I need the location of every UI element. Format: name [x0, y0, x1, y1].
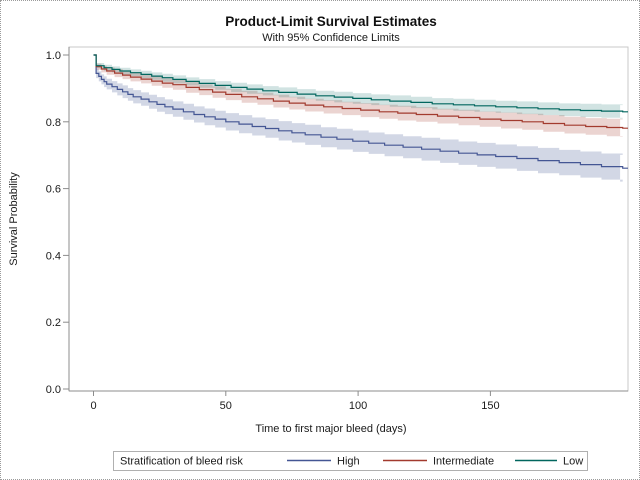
- y-tick-label: 0.4: [46, 250, 61, 262]
- survival-curve-high: [93, 54, 628, 169]
- y-tick-label: 1.0: [46, 50, 61, 62]
- ci-band-intermediate: [93, 55, 623, 137]
- legend-box: [113, 451, 588, 471]
- axis-ticks: 0.0 0.2 0.4 0.6 0.8 1.0 0 50 100 150: [46, 50, 500, 412]
- y-tick-label: 0.0: [46, 384, 61, 396]
- legend-label-intermediate: Intermediate: [433, 456, 494, 468]
- legend: Stratification of bleed risk High Interm…: [113, 451, 588, 471]
- y-axis-title: Survival Probability: [8, 172, 20, 266]
- y-tick-label: 0.6: [46, 184, 61, 196]
- x-tick-label: 50: [220, 400, 232, 412]
- ci-band-low: [93, 55, 623, 119]
- x-tick-label: 150: [481, 400, 499, 412]
- legend-label-high: High: [337, 456, 360, 468]
- survival-curve-low: [93, 54, 628, 113]
- x-axis-title: Time to first major bleed (days): [255, 423, 406, 435]
- survival-curves: [93, 54, 628, 169]
- chart-title: Product-Limit Survival Estimates: [225, 14, 437, 29]
- legend-label-low: Low: [563, 456, 583, 468]
- survival-curve-intermediate: [93, 54, 628, 129]
- x-tick-label: 100: [349, 400, 367, 412]
- ci-band-high: [93, 55, 623, 182]
- x-tick-label: 0: [90, 400, 96, 412]
- chart-subtitle: With 95% Confidence Limits: [262, 32, 400, 44]
- legend-title: Stratification of bleed risk: [120, 456, 243, 468]
- y-tick-label: 0.8: [46, 117, 61, 129]
- confidence-bands: [93, 55, 623, 182]
- y-tick-label: 0.2: [46, 317, 61, 329]
